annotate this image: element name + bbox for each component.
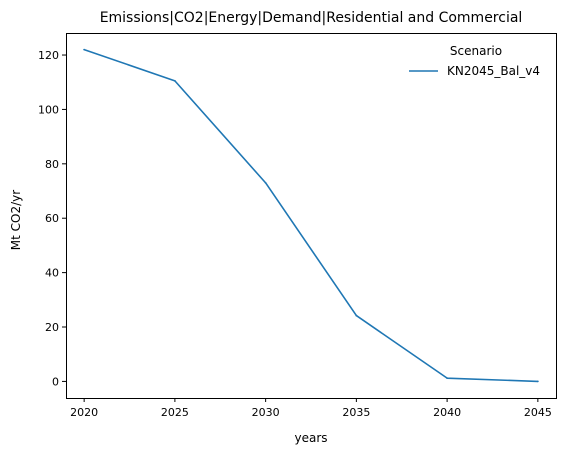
y-axis-label: Mt CO2/yr — [9, 190, 23, 250]
x-axis: 2020 2025 2030 2035 2040 2045 — [70, 398, 552, 419]
y-tick-label: 60 — [45, 212, 59, 225]
plot-frame — [66, 33, 557, 399]
chart-title: Emissions|CO2|Energy|Demand|Residential … — [100, 10, 523, 26]
y-tick-label: 20 — [45, 321, 59, 334]
data-point — [264, 181, 267, 184]
y-tick-label: 100 — [38, 103, 59, 116]
y-tick-label: 120 — [38, 49, 59, 62]
data-point — [446, 377, 449, 380]
legend: Scenario KN2045_Bal_v4 — [409, 44, 540, 78]
y-axis: 0 20 40 60 80 100 120 — [38, 49, 66, 388]
data-point — [536, 380, 539, 383]
x-tick-label: 2025 — [161, 406, 189, 419]
y-tick-label: 40 — [45, 267, 59, 280]
data-point — [83, 48, 86, 51]
x-tick-label: 2045 — [524, 406, 552, 419]
series-line — [83, 48, 538, 383]
data-point — [355, 314, 358, 317]
y-tick-label: 0 — [52, 375, 59, 388]
x-axis-label: years — [294, 431, 327, 445]
x-tick-label: 2030 — [252, 406, 280, 419]
legend-entry: KN2045_Bal_v4 — [447, 64, 540, 78]
x-tick-label: 2020 — [70, 406, 98, 419]
x-tick-label: 2035 — [342, 406, 370, 419]
data-point — [173, 79, 176, 82]
legend-title: Scenario — [450, 44, 502, 58]
x-tick-label: 2040 — [433, 406, 461, 419]
series-lines — [83, 48, 539, 383]
y-tick-label: 80 — [45, 158, 59, 171]
